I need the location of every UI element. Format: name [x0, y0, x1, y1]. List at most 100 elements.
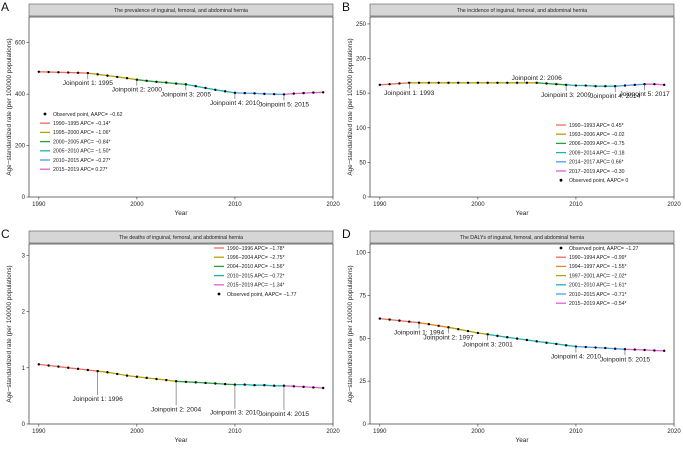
- observed-point: [584, 345, 587, 349]
- segment-line: [536, 82, 567, 86]
- joinpoint-label: Joinpoint 3: 2009: [541, 92, 592, 99]
- observed-point: [545, 341, 548, 344]
- joinpoint-label: Joinpoint 4: 2015: [259, 411, 310, 418]
- segment-line: [575, 345, 626, 350]
- segment-line: [418, 322, 449, 328]
- observed-point: [525, 338, 529, 342]
- plot-area: [369, 16, 675, 198]
- legend-entry: 1997−2001 APC= −2.02*: [569, 273, 627, 279]
- legend-entry: 2006−2009 APC= −0.75: [569, 141, 625, 147]
- observed-point: [223, 382, 227, 386]
- observed-point: [594, 85, 597, 88]
- observed-point: [388, 318, 391, 321]
- x-tick-label: 2000: [130, 429, 144, 435]
- legend-entry: 2009−2014 APC= −0.18: [569, 150, 625, 156]
- joinpoint-label: Joinpoint 2: 1997: [423, 334, 474, 341]
- x-tick-label: 2000: [471, 429, 485, 435]
- observed-point: [223, 90, 227, 93]
- joinpoint-label: Joinpoint 2: 2000: [112, 87, 163, 94]
- observed-point: [106, 74, 109, 77]
- observed-point: [292, 385, 295, 388]
- y-tick-label: 0: [363, 422, 367, 428]
- y-tick-label: 2: [22, 310, 26, 316]
- segment-line: [615, 83, 645, 87]
- joinpoint-label: Joinpoint 1: 1995: [63, 80, 114, 87]
- panel-a: A The prevalence of inguinal, femoral, an…: [1, 0, 340, 217]
- legend-key-observed: [559, 246, 563, 250]
- observed-point: [194, 381, 197, 384]
- observed-point: [321, 386, 325, 390]
- observed-point: [116, 372, 119, 376]
- x-tick-label: 2020: [667, 202, 681, 208]
- observed-point: [604, 346, 607, 350]
- legend-entry: 2010−2015 APC= −0.71*: [569, 292, 627, 298]
- panel-letter: B: [342, 0, 350, 14]
- observed-point: [263, 92, 266, 96]
- observed-point: [194, 84, 197, 88]
- observed-point: [427, 81, 431, 84]
- segment-line: [38, 71, 88, 74]
- x-axis-label: Year: [175, 210, 189, 217]
- observed-point: [555, 342, 558, 346]
- observed-point: [263, 383, 266, 387]
- legend-entry: Observed point, AAPC= −1.27: [569, 246, 639, 252]
- title-strip: [369, 3, 675, 17]
- joinpoint-label: Joinpoint 4: 2010: [551, 354, 602, 361]
- y-tick-label: 50: [359, 336, 366, 342]
- observed-point: [204, 86, 207, 90]
- y-tick-label: 100: [356, 126, 367, 132]
- legend-entry: 2010−2015 APC= −0.27*: [53, 158, 111, 164]
- y-tick-label: 400: [15, 92, 26, 98]
- observed-point: [653, 82, 656, 86]
- x-tick-label: 2020: [667, 429, 681, 435]
- legend-entry: 2015−2019 APC= −1.34*: [227, 283, 285, 289]
- legend-entry: 2005−2010 APC= −1.50*: [53, 149, 111, 155]
- observed-point: [76, 71, 80, 75]
- legend-key-observed: [559, 178, 563, 182]
- title-strip: [28, 230, 334, 244]
- observed-point: [145, 376, 148, 380]
- plot-area: [369, 243, 675, 425]
- observed-point: [378, 317, 382, 320]
- panel-letter: A: [1, 0, 9, 14]
- observed-point: [398, 82, 401, 85]
- observed-point: [243, 383, 246, 386]
- y-axis-label: Age−standardized rate (per 100000 popula…: [6, 38, 13, 175]
- observed-point: [253, 383, 256, 387]
- observed-point: [437, 81, 440, 84]
- observed-point: [466, 81, 470, 84]
- joinpoint-label: Joinpoint 1: 1996: [73, 396, 124, 403]
- observed-point: [253, 92, 256, 95]
- observed-point: [243, 91, 246, 95]
- y-axis-label: Age−standardized rate (per 100000 popula…: [347, 265, 354, 402]
- legend: Observed point, AAPC= −1.27 1990−1994 APC…: [556, 246, 639, 307]
- y-tick-label: 75: [359, 293, 366, 299]
- y-tick-label: 200: [15, 144, 26, 150]
- observed-point: [398, 319, 401, 322]
- observed-point: [466, 329, 470, 333]
- observed-point: [47, 364, 50, 367]
- joinpoint-label: Joinpoint 4: 2014: [590, 93, 641, 100]
- observed-point: [613, 347, 617, 350]
- y-axis-label: Age−standardized rate (per 100000 popula…: [347, 38, 354, 175]
- legend-entry: 2017−2019 APC= −0.30: [569, 169, 625, 175]
- segment-line: [87, 72, 137, 81]
- legend-entry: 1990−1995 APC= −0.14*: [53, 121, 111, 127]
- observed-point: [535, 340, 538, 343]
- observed-point: [388, 82, 391, 86]
- observed-point: [321, 91, 325, 94]
- legend: 1990−1996 APC= −1.78* 1996−2004 APC= −2.7…: [214, 246, 297, 298]
- legend: 1990−1993 APC= 0.45* 1993−2006 APC= −0.02…: [556, 123, 628, 184]
- observed-point: [67, 71, 70, 74]
- observed-point: [515, 81, 519, 84]
- title-strip: [28, 3, 334, 17]
- segment-line: [136, 79, 186, 86]
- x-tick-label: 2010: [569, 202, 583, 208]
- plot-area: [28, 243, 334, 425]
- observed-point: [653, 349, 656, 352]
- joinpoint-label: Joinpoint 2: 2004: [151, 406, 202, 413]
- observed-point: [486, 81, 489, 84]
- x-tick-label: 1990: [32, 429, 46, 435]
- joinpoint-label: Joinpoint 1: 1994: [394, 330, 445, 337]
